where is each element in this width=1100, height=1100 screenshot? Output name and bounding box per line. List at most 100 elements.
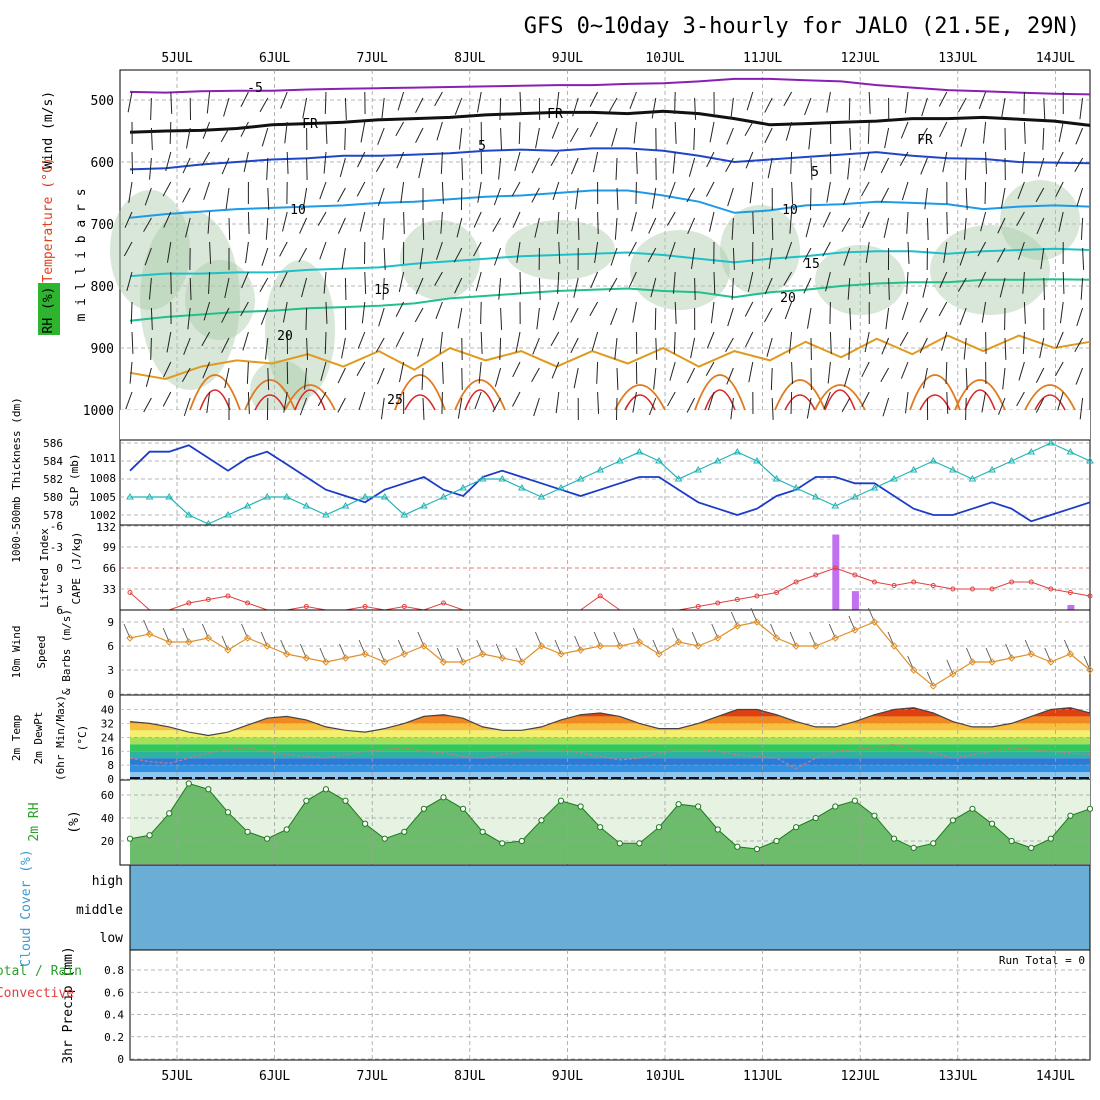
thickness-point: [419, 502, 428, 509]
lifted-ytick: -6: [50, 520, 63, 533]
wind-speed-point: [772, 634, 781, 642]
isotherm-label: 25: [387, 393, 403, 408]
cloud-layer-high: high: [92, 874, 123, 889]
rh-point: [969, 805, 976, 812]
wind-barb: [978, 91, 987, 110]
wind-barb: [744, 121, 754, 137]
rh-point: [930, 840, 937, 847]
wind-barb: [764, 127, 773, 144]
wind-barb: [919, 127, 928, 143]
wind-barb: [867, 121, 870, 144]
rh-shade-blob: [400, 220, 480, 300]
slp-ytick: 1002: [90, 509, 117, 522]
wind-barb: [130, 301, 133, 324]
wind-speed-line: [129, 621, 1091, 687]
wind-barb: [632, 391, 637, 413]
wind-barb: [417, 337, 424, 357]
wind-barb: [688, 157, 696, 177]
rh-shade-blob: [185, 260, 255, 340]
wind-barb: [403, 211, 405, 234]
lifted-index-point: [989, 586, 995, 592]
isotherm-line-10: [129, 189, 1091, 219]
wind-barb: [480, 301, 482, 324]
wind-barb: [415, 277, 424, 295]
wind-barb: [926, 217, 929, 240]
wind-barb: [861, 181, 870, 197]
cape-ytick: 66: [103, 562, 116, 575]
wind-barb: [848, 97, 851, 120]
upper-air-isotherms: [129, 77, 1091, 411]
wind-barb: [726, 367, 734, 385]
wind-barb: [686, 397, 696, 413]
wind-barb: [943, 241, 948, 263]
wind-barb: [282, 301, 288, 323]
wind-barb: [337, 187, 346, 203]
rh-point: [342, 797, 349, 804]
wind-barb: [418, 157, 424, 179]
wind-barb: [1076, 187, 1084, 207]
wind-barb: [648, 217, 657, 234]
wind-barb: [965, 187, 968, 210]
wind-barb: [323, 151, 327, 174]
wind-barb: [807, 307, 812, 329]
wind-barb: [669, 361, 676, 381]
wind-speed-point: [576, 646, 585, 654]
wind-barb: [299, 217, 308, 234]
wind-barb: [166, 331, 172, 353]
thickness-point: [459, 484, 467, 491]
wind-barb: [550, 151, 560, 166]
wind-barb: [454, 97, 463, 115]
wind-barb: [477, 181, 482, 203]
wind-barb: [1039, 337, 1045, 359]
thickness-slp-frame: [119, 439, 1091, 526]
thickness-point: [145, 493, 154, 500]
rh-point: [401, 828, 408, 835]
wind-speed-point: [674, 638, 683, 646]
isotherm-label: 20: [780, 291, 796, 306]
cape-lifted-panel: -6 -3 0 3 6 132 99 66 33 Lifted Index CAPE (J/kg…: [38, 520, 1093, 617]
lifted-ytick: 6: [56, 604, 63, 617]
wind-barb: [396, 151, 405, 169]
wind-barb: [184, 217, 191, 238]
wind-barb: [514, 151, 521, 171]
rh-point: [871, 812, 878, 819]
wind-barb: [900, 121, 909, 139]
wind-barb: [415, 97, 424, 113]
wind-barb: [1035, 397, 1045, 413]
wind-barb: [341, 247, 346, 269]
wind-barb: [1075, 127, 1084, 145]
wind-barb: [512, 361, 521, 378]
wind-barb: [124, 211, 133, 228]
wind-barb: [1074, 157, 1084, 173]
rh-point: [264, 835, 271, 842]
wind-barb: [784, 301, 793, 320]
wind-barb: [771, 397, 774, 420]
lifted-index-point: [1067, 590, 1073, 595]
wind-speed-point: [498, 654, 506, 662]
wind-barb: [166, 241, 172, 263]
wind-barb: [982, 121, 987, 144]
lifted-index-point: [774, 590, 780, 595]
wind-barb: [319, 241, 327, 260]
thickness-point: [753, 457, 761, 464]
wind-barb: [727, 307, 734, 327]
wind-barb: [552, 181, 560, 201]
bottom-date-label: 11JUL: [743, 1069, 782, 1084]
wind-barb: [260, 307, 269, 325]
wind-ytick: 3: [107, 664, 114, 677]
wind-barb: [1082, 247, 1085, 270]
wind-barb: [963, 217, 967, 240]
wind-barb: [358, 391, 366, 411]
isotherm-lobe-35: [404, 394, 436, 411]
wind-barb: [224, 367, 230, 389]
wind-speed-point: [635, 638, 644, 646]
wind-barb: [201, 331, 211, 347]
thickness-point: [929, 457, 938, 464]
wind-barb: [461, 157, 464, 180]
wind-barb: [182, 157, 191, 174]
wind-barb: [279, 271, 288, 288]
wind-barb: [421, 367, 424, 390]
wind-barb: [920, 157, 928, 175]
wind-barb: [126, 271, 133, 292]
isotherm-lobe-30: [1024, 384, 1076, 411]
